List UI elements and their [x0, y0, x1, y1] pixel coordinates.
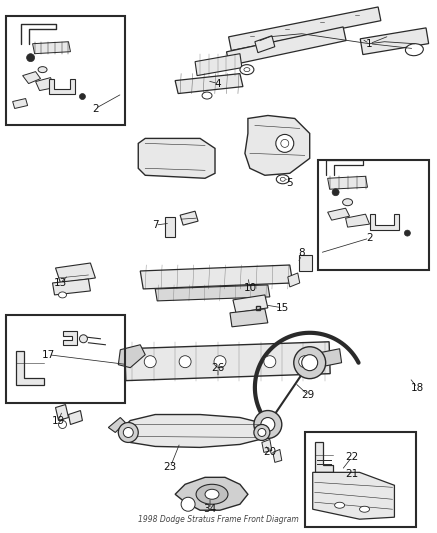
Text: 2: 2	[366, 233, 373, 243]
Text: 15: 15	[276, 303, 289, 313]
Circle shape	[332, 189, 339, 196]
Polygon shape	[288, 273, 300, 287]
Ellipse shape	[202, 92, 212, 99]
Polygon shape	[55, 263, 95, 283]
Circle shape	[281, 140, 289, 148]
Circle shape	[276, 134, 294, 152]
Text: 8: 8	[298, 248, 305, 258]
Polygon shape	[55, 405, 69, 421]
Ellipse shape	[276, 175, 289, 184]
Polygon shape	[273, 449, 282, 462]
Ellipse shape	[360, 506, 370, 512]
Polygon shape	[328, 208, 350, 220]
Polygon shape	[255, 36, 275, 53]
Polygon shape	[262, 439, 272, 453]
Circle shape	[264, 356, 276, 368]
Ellipse shape	[59, 292, 66, 298]
Polygon shape	[118, 415, 268, 447]
Text: 29: 29	[301, 390, 314, 400]
Circle shape	[254, 410, 282, 439]
Circle shape	[80, 335, 87, 343]
Ellipse shape	[205, 489, 219, 499]
Polygon shape	[230, 309, 268, 327]
Ellipse shape	[240, 64, 254, 75]
Polygon shape	[313, 472, 395, 519]
Polygon shape	[13, 99, 28, 109]
Polygon shape	[140, 265, 293, 289]
Circle shape	[404, 230, 410, 236]
Circle shape	[258, 429, 266, 437]
Polygon shape	[175, 478, 248, 510]
Circle shape	[254, 424, 270, 440]
Text: 22: 22	[345, 453, 358, 463]
Text: 7: 7	[152, 220, 159, 230]
Polygon shape	[165, 217, 175, 237]
Text: 1998 Dodge Stratus Frame Front Diagram: 1998 Dodge Stratus Frame Front Diagram	[138, 515, 298, 524]
Polygon shape	[299, 255, 312, 271]
Circle shape	[294, 347, 326, 378]
Text: 21: 21	[345, 470, 358, 479]
Polygon shape	[233, 295, 268, 313]
Polygon shape	[118, 345, 145, 368]
Text: 20: 20	[263, 447, 276, 457]
Polygon shape	[69, 410, 83, 424]
Polygon shape	[328, 176, 368, 189]
Text: 1: 1	[366, 39, 373, 49]
Circle shape	[181, 497, 195, 511]
Ellipse shape	[244, 68, 250, 71]
Polygon shape	[155, 285, 270, 301]
Text: 17: 17	[42, 350, 55, 360]
Polygon shape	[125, 342, 330, 381]
Ellipse shape	[38, 67, 47, 72]
Polygon shape	[320, 349, 342, 367]
Polygon shape	[175, 74, 243, 94]
Polygon shape	[360, 28, 429, 54]
Text: 18: 18	[411, 383, 424, 393]
Circle shape	[123, 427, 133, 438]
Polygon shape	[315, 442, 333, 472]
Polygon shape	[16, 351, 44, 385]
Polygon shape	[370, 214, 399, 230]
Polygon shape	[229, 7, 381, 51]
Ellipse shape	[280, 177, 285, 181]
Text: 5: 5	[287, 178, 293, 188]
Polygon shape	[49, 78, 76, 94]
Polygon shape	[226, 27, 346, 66]
Circle shape	[118, 423, 138, 442]
Circle shape	[261, 417, 275, 432]
Circle shape	[27, 54, 35, 62]
Polygon shape	[23, 71, 41, 84]
Text: 23: 23	[163, 462, 177, 472]
Circle shape	[80, 94, 85, 100]
Text: 13: 13	[54, 278, 67, 288]
Text: 2: 2	[92, 103, 99, 114]
Circle shape	[302, 355, 318, 370]
Ellipse shape	[335, 502, 345, 508]
Circle shape	[144, 356, 156, 368]
Ellipse shape	[343, 199, 353, 206]
Polygon shape	[138, 139, 215, 178]
Text: 19: 19	[52, 416, 65, 425]
Circle shape	[179, 356, 191, 368]
Polygon shape	[195, 54, 242, 76]
Circle shape	[214, 356, 226, 368]
Polygon shape	[180, 211, 198, 225]
Text: 26: 26	[212, 362, 225, 373]
Text: 34: 34	[203, 504, 217, 514]
Polygon shape	[346, 214, 370, 227]
Polygon shape	[33, 42, 70, 54]
Text: 4: 4	[215, 78, 221, 88]
Polygon shape	[35, 78, 55, 91]
Polygon shape	[245, 116, 310, 175]
Polygon shape	[52, 279, 90, 295]
Ellipse shape	[406, 44, 423, 56]
Circle shape	[59, 421, 66, 429]
Text: 10: 10	[243, 283, 257, 293]
Polygon shape	[108, 417, 125, 432]
Polygon shape	[63, 331, 77, 345]
Ellipse shape	[196, 484, 228, 504]
Circle shape	[299, 356, 311, 368]
